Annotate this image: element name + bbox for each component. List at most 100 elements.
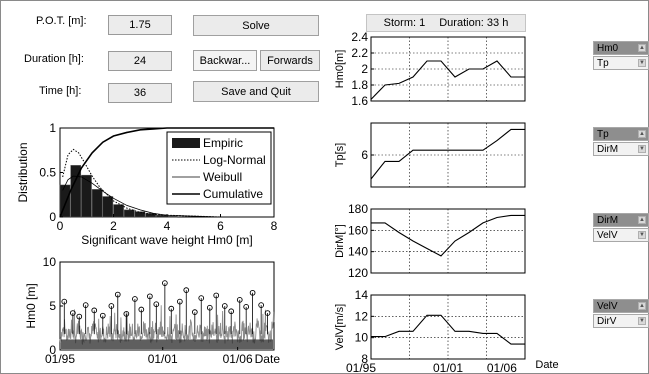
peak-marker (168, 305, 175, 312)
histogram-bar (166, 215, 178, 218)
duration-label: Duration [h]: (24, 53, 84, 65)
storm-panel-x-tick-label: 01/01 (433, 361, 463, 373)
peak-marker (61, 298, 68, 305)
storm-panel-y-tick-label: 12 (355, 309, 369, 323)
peak-marker (91, 307, 98, 314)
dropdown-1-next[interactable]: Tp ▼ (593, 56, 649, 70)
distribution-x-tick-label: 4 (164, 219, 171, 233)
timeseries-x-tick-label: 01/06 (223, 352, 253, 366)
dropdown-2-selected[interactable]: Tp ▲ (593, 127, 649, 141)
storm-panel-y-tick-label: 8 (361, 352, 368, 366)
timeseries-baseline-band (61, 339, 273, 349)
forwards-button[interactable]: Forwards (260, 50, 320, 71)
peak-marker (138, 306, 145, 313)
dropdown-1-selected-label: Hm0 (597, 42, 619, 54)
storm-panel-x-tick-label: 01/95 (346, 361, 376, 373)
storm-panel-y-axis-label: DirM[°] (334, 224, 346, 258)
dropdown-3-selected-label: DirM (597, 214, 619, 226)
peak-marker (228, 308, 235, 315)
legend-swatch-empiric (172, 138, 200, 148)
histogram-bar (91, 189, 103, 218)
timeseries-y-tick-label: 5 (49, 299, 56, 313)
timeseries-y-tick-label: 0 (49, 343, 56, 357)
peak-marker (176, 298, 183, 305)
storm-panel-y-tick-label: 1.6 (351, 94, 368, 108)
storm-panel-y-tick-label: 14 (355, 288, 369, 302)
lognormal-curve (62, 148, 274, 218)
peak-marker (221, 303, 228, 309)
peak-marker (132, 296, 138, 302)
peak-marker (243, 304, 250, 310)
scroll-arrow-icon: ▼ (638, 317, 646, 325)
storm-series-line-2 (370, 128, 525, 180)
peak-marker (99, 312, 106, 319)
legend-entry: Cumulative (203, 187, 263, 201)
peak-marker (76, 313, 83, 320)
distribution-y-axis-label: Distribution (16, 142, 30, 202)
scroll-arrow-icon: ▲ (638, 44, 646, 52)
storm-panel-y-tick-label: 120 (348, 266, 368, 280)
scroll-arrow-icon: ▲ (638, 130, 646, 138)
histogram-bar (113, 204, 124, 218)
peak-marker (108, 303, 115, 309)
storm-panel-y-tick-label: 1.8 (351, 78, 368, 92)
storm-panel-y-axis-label: Tp[s] (334, 143, 346, 167)
legend-entry: Weibull (203, 170, 242, 184)
distribution-y-tick-label: 0.5 (39, 166, 56, 180)
storm-panel-y-tick-label: 2 (361, 62, 368, 76)
scroll-arrow-icon: ▼ (638, 59, 646, 67)
timeseries-y-tick-label: 10 (43, 255, 57, 269)
legend-entry: Empiric (203, 136, 243, 150)
backward-button[interactable]: Backwar... (193, 50, 257, 71)
dropdown-3-next-label: VelV (597, 229, 618, 241)
distribution-y-tick-label: 0 (49, 210, 56, 224)
peak-marker (213, 292, 220, 299)
dropdown-2-next[interactable]: DirM ▼ (593, 142, 649, 156)
storm-series-line-1 (370, 60, 525, 100)
cumulative-curve (59, 127, 274, 218)
time-label: Time [h]: (39, 85, 82, 97)
storm-panel-x-axis-label: Date (535, 359, 558, 371)
dropdown-1-selected[interactable]: Hm0 ▲ (593, 41, 649, 55)
storm-panel-x-tick-label: 01/06 (487, 361, 517, 373)
peak-marker (249, 289, 256, 296)
scroll-arrow-icon: ▲ (638, 216, 646, 224)
dropdown-3-selected[interactable]: DirM ▲ (593, 213, 649, 227)
storm-panel-y-axis-label: Hm0[m] (334, 50, 346, 89)
dropdown-3-next[interactable]: VelV ▼ (593, 228, 649, 242)
peak-marker (264, 310, 271, 316)
solve-button[interactable]: Solve (193, 15, 319, 36)
storm-panel-y-tick-label: 140 (348, 245, 368, 259)
peak-marker (123, 311, 130, 317)
storm-series-line-3 (371, 214, 525, 257)
storm-panel-y-tick-label: 180 (348, 202, 368, 216)
storm-info-bar: Storm: 1 Duration: 33 h (366, 14, 526, 32)
timeseries-y-axis-label: Hm0 [m] (24, 283, 38, 328)
peak-marker (153, 301, 160, 308)
pot-field[interactable]: 1.75 (108, 15, 172, 35)
scroll-arrow-icon: ▼ (638, 145, 646, 153)
dropdown-2-selected-label: Tp (597, 128, 609, 140)
peak-marker (69, 310, 76, 316)
distribution-x-tick-label: 2 (110, 219, 117, 233)
peak-marker (162, 280, 168, 286)
peak-marker (258, 302, 265, 308)
dropdown-4-selected-label: VelV (597, 300, 618, 312)
time-field[interactable]: 36 (108, 83, 172, 103)
storm-panel-y-axis-label: VelV[m/s] (334, 304, 346, 350)
histogram-bar (134, 211, 146, 218)
distribution-x-axis-label: Significant wave height Hm0 [m] (81, 233, 252, 247)
histogram-bar (123, 209, 135, 218)
timeseries-x-axis-label: Date (255, 352, 281, 366)
scroll-arrow-icon: ▼ (638, 231, 646, 239)
weibull-curve (62, 175, 274, 218)
save-quit-button[interactable]: Save and Quit (193, 81, 319, 102)
wave-height-series (59, 305, 275, 345)
distribution-x-tick-label: 8 (271, 219, 278, 233)
dropdown-1-next-label: Tp (597, 57, 609, 69)
histogram-bar (81, 174, 92, 218)
duration-field[interactable]: 24 (108, 51, 172, 71)
dropdown-4-selected[interactable]: VelV ▲ (593, 299, 649, 313)
